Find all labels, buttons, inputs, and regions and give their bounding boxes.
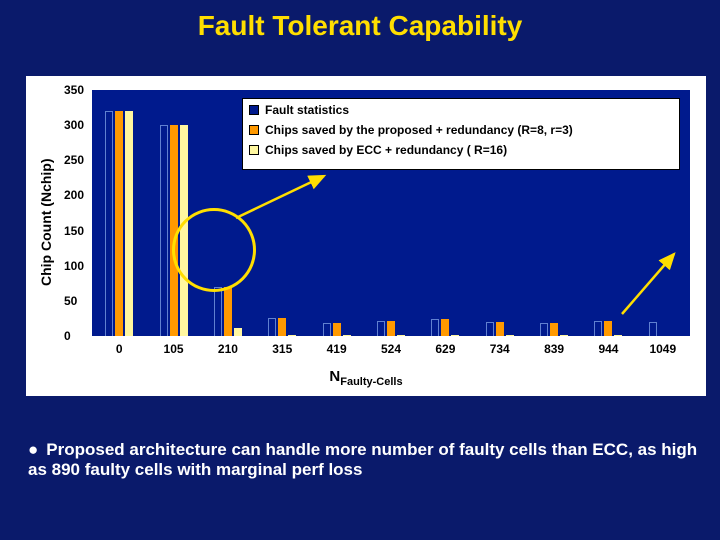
bar [105, 111, 113, 336]
x-tick: 734 [490, 342, 510, 356]
legend-label: Chips saved by the proposed + redundancy… [265, 123, 573, 137]
x-tick: 629 [435, 342, 455, 356]
bar [288, 335, 296, 336]
bullet-icon: ● [28, 440, 38, 459]
x-tick: 839 [544, 342, 564, 356]
bullet-content: Proposed architecture can handle more nu… [28, 440, 697, 479]
x-tick: 315 [272, 342, 292, 356]
bar [486, 322, 494, 336]
legend-box: Fault statistics Chips saved by the propo… [242, 98, 680, 170]
legend-item: Fault statistics [249, 103, 673, 117]
x-tick: 419 [327, 342, 347, 356]
x-tick: 210 [218, 342, 238, 356]
bar [278, 318, 286, 336]
legend-item: Chips saved by the proposed + redundancy… [249, 123, 673, 137]
x-axis-label-sub: Faulty-Cells [340, 376, 402, 388]
bar [333, 323, 341, 336]
bar [224, 287, 232, 336]
chart-panel: Chip Count (Nchip) 0 50 100 150 200 250 300 350… [26, 76, 706, 396]
y-tick: 250 [64, 153, 84, 167]
x-tick: 105 [164, 342, 184, 356]
y-tick: 350 [64, 83, 84, 97]
bar [160, 125, 168, 336]
legend-swatch [249, 125, 259, 135]
bar [594, 321, 602, 336]
bar [431, 319, 439, 336]
bar [604, 321, 612, 336]
bar [451, 335, 459, 336]
slide-title: Fault Tolerant Capability [0, 0, 720, 42]
legend-label: Fault statistics [265, 103, 349, 117]
x-tick: 944 [598, 342, 618, 356]
x-tick: 1049 [649, 342, 676, 356]
y-axis-label: Chip Count (Nchip) [38, 158, 54, 286]
bar [343, 335, 351, 336]
bar [496, 322, 504, 336]
bar [214, 287, 222, 336]
bar [234, 328, 242, 336]
legend-swatch [249, 105, 259, 115]
y-tick: 100 [64, 259, 84, 273]
bar [506, 335, 514, 336]
x-axis-label-main: N [329, 368, 340, 385]
x-axis-label: NFaulty-Cells [26, 368, 706, 388]
y-tick: 300 [64, 118, 84, 132]
bar [540, 323, 548, 336]
y-tick: 0 [64, 329, 71, 343]
bullet-text: ●Proposed architecture can handle more n… [28, 440, 710, 480]
bar [649, 322, 657, 336]
legend-label: Chips saved by ECC + redundancy ( R=16) [265, 143, 507, 157]
bar [614, 335, 622, 336]
bar [560, 335, 568, 336]
legend-item: Chips saved by ECC + redundancy ( R=16) [249, 143, 673, 157]
annotation-circle [172, 208, 256, 292]
bar [323, 323, 331, 336]
y-tick: 150 [64, 224, 84, 238]
bar [550, 323, 558, 336]
y-tick: 50 [64, 294, 77, 308]
legend-swatch [249, 145, 259, 155]
bar [397, 335, 405, 336]
bar [387, 321, 395, 336]
bar [268, 318, 276, 336]
bar [115, 111, 123, 336]
y-tick: 200 [64, 188, 84, 202]
x-tick: 524 [381, 342, 401, 356]
x-tick: 0 [116, 342, 123, 356]
bar [125, 111, 133, 336]
bar [377, 321, 385, 336]
bar [441, 319, 449, 336]
